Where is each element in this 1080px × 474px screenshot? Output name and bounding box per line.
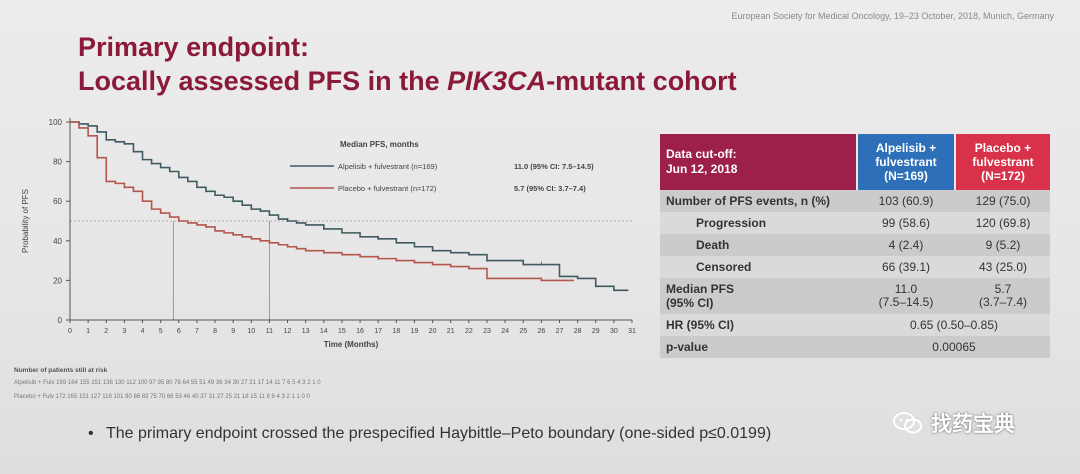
x-tick-label-20: 20 bbox=[429, 328, 437, 335]
x-tick-label-21: 21 bbox=[447, 328, 455, 335]
x-tick-label-25: 25 bbox=[519, 328, 527, 335]
y-axis-label: Probability of PFS bbox=[21, 189, 30, 253]
x-tick-label-14: 14 bbox=[320, 328, 328, 335]
legend-median-0: 11.0 (95% CI: 7.5–14.5) bbox=[514, 162, 594, 171]
watermark: 找药宝典 bbox=[893, 408, 1015, 438]
legend-median-1: 5.7 (95% CI: 3.7–7.4) bbox=[514, 184, 586, 193]
y-tick-label-60: 60 bbox=[53, 197, 62, 206]
y-tick-label-80: 80 bbox=[53, 158, 62, 167]
table-row-death: Death 4 (2.4) 9 (5.2) bbox=[660, 234, 1050, 256]
y-tick-label-20: 20 bbox=[53, 276, 62, 285]
x-tick-label-2: 2 bbox=[104, 328, 108, 335]
x-tick-label-3: 3 bbox=[122, 328, 126, 335]
x-tick-label-15: 15 bbox=[338, 328, 346, 335]
footnote-text: The primary endpoint crossed the prespec… bbox=[106, 425, 772, 442]
row-label: Median PFS (95% CI) bbox=[666, 282, 735, 310]
row-label: Number of PFS events, n (%) bbox=[666, 194, 831, 208]
title-gene-name: PIK3CA bbox=[447, 66, 547, 96]
title-line-2: Locally assessed PFS in the PIK3CA-mutan… bbox=[78, 64, 737, 98]
row-value-placebo: 129 (75.0) bbox=[975, 194, 1031, 208]
title-line-1: Primary endpoint: bbox=[78, 32, 310, 62]
y-tick-label-40: 40 bbox=[53, 237, 62, 246]
legend-entry-1: Placebo + fulvestrant (n=172) bbox=[338, 184, 437, 193]
table-header-label: Data cut-off: Jun 12, 2018 bbox=[660, 134, 856, 190]
row-value-pvalue: 0.00065 bbox=[932, 340, 976, 354]
table-row-hr: HR (95% CI) 0.65 (0.50–0.85) bbox=[660, 314, 1050, 336]
row-value-alpelisib: 66 (39.1) bbox=[881, 260, 931, 274]
wechat-icon bbox=[893, 412, 922, 434]
row-label: HR (95% CI) bbox=[666, 318, 735, 332]
x-tick-label-17: 17 bbox=[374, 328, 382, 335]
x-tick-label-27: 27 bbox=[556, 328, 564, 335]
risk-table-row-1: Placebo + Fulv 172 165 151 127 116 101 9… bbox=[14, 394, 311, 400]
row-value-placebo: 5.7 (3.7–7.4) bbox=[978, 282, 1028, 309]
table-header-placebo: Placebo + fulvestrant (N=172) bbox=[956, 134, 1050, 190]
row-label: Censored bbox=[696, 260, 752, 274]
x-tick-label-23: 23 bbox=[483, 328, 491, 335]
row-value-alpelisib: 4 (2.4) bbox=[888, 238, 924, 252]
title-line-2-pre: Locally assessed PFS in the bbox=[78, 66, 448, 96]
row-label: Death bbox=[696, 238, 730, 252]
risk-table-row-0: Alpelisib + Fulv 169 164 155 151 136 130… bbox=[14, 380, 321, 386]
x-tick-label-22: 22 bbox=[465, 328, 473, 335]
row-value-placebo: 120 (69.8) bbox=[975, 216, 1031, 230]
x-tick-label-11: 11 bbox=[266, 328, 273, 335]
row-value-hr: 0.65 (0.50–0.85) bbox=[909, 318, 999, 332]
row-label: p-value bbox=[666, 340, 709, 354]
x-tick-label-1: 1 bbox=[86, 328, 90, 335]
row-label: Progression bbox=[696, 216, 767, 230]
table-row-progression: Progression 99 (58.6) 120 (69.8) bbox=[660, 212, 1050, 234]
conference-caption: European Society for Medical Oncology, 1… bbox=[731, 11, 1054, 21]
row-value-alpelisib: 11.0 (7.5–14.5) bbox=[878, 282, 934, 309]
row-value-placebo: 43 (25.0) bbox=[978, 260, 1028, 274]
x-tick-label-10: 10 bbox=[247, 328, 255, 335]
footnote-bullet: • The primary endpoint crossed the prespe… bbox=[88, 425, 771, 443]
risk-table-title: Number of patients still at risk bbox=[14, 367, 108, 374]
x-tick-label-26: 26 bbox=[537, 328, 545, 335]
x-tick-label-19: 19 bbox=[411, 328, 419, 335]
x-tick-label-29: 29 bbox=[592, 328, 600, 335]
x-tick-label-5: 5 bbox=[159, 328, 163, 335]
table-header-row: Data cut-off: Jun 12, 2018 Alpelisib + ful… bbox=[660, 134, 1050, 190]
x-tick-label-0: 0 bbox=[68, 328, 72, 335]
row-value-alpelisib: 103 (60.9) bbox=[878, 194, 934, 208]
x-tick-label-28: 28 bbox=[574, 328, 582, 335]
pfs-table: Data cut-off: Jun 12, 2018 Alpelisib + ful… bbox=[660, 134, 1050, 358]
x-tick-label-9: 9 bbox=[231, 328, 235, 335]
x-tick-label-6: 6 bbox=[177, 328, 181, 335]
y-tick-label-0: 0 bbox=[58, 316, 63, 325]
x-axis-label: Time (Months) bbox=[324, 340, 379, 349]
table-row-censored: Censored 66 (39.1) 43 (25.0) bbox=[660, 256, 1050, 278]
x-tick-label-16: 16 bbox=[356, 328, 364, 335]
x-tick-label-31: 31 bbox=[628, 328, 636, 335]
table-row-pvalue: p-value 0.00065 bbox=[660, 336, 1050, 358]
x-tick-label-30: 30 bbox=[610, 328, 618, 335]
x-tick-label-12: 12 bbox=[284, 328, 292, 335]
slide-title: Primary endpoint: Locally assessed PFS i… bbox=[78, 30, 737, 98]
table-header-alpelisib: Alpelisib + fulvestrant (N=169) bbox=[858, 134, 954, 190]
x-tick-label-4: 4 bbox=[141, 328, 145, 335]
y-tick-label-100: 100 bbox=[49, 118, 63, 127]
x-tick-label-8: 8 bbox=[213, 328, 217, 335]
table-row-median: Median PFS (95% CI) 11.0 (7.5–14.5) 5.7 (3.… bbox=[660, 278, 1050, 314]
x-tick-label-13: 13 bbox=[302, 328, 310, 335]
km-curve-1 bbox=[70, 121, 574, 282]
row-value-alpelisib: 99 (58.6) bbox=[881, 216, 931, 230]
x-tick-label-7: 7 bbox=[195, 328, 199, 335]
x-tick-label-18: 18 bbox=[392, 328, 400, 335]
legend-entry-0: Alpelisib + fulvestrant (n=169) bbox=[338, 162, 438, 171]
table-row-events: Number of PFS events, n (%) 103 (60.9) 1… bbox=[660, 190, 1050, 212]
row-value-placebo: 9 (5.2) bbox=[985, 238, 1021, 252]
legend-title: Median PFS, months bbox=[340, 140, 419, 149]
x-tick-label-24: 24 bbox=[501, 328, 509, 335]
bullet-dot-icon: • bbox=[88, 425, 94, 442]
km-curve-0 bbox=[70, 121, 629, 292]
watermark-text: 找药宝典 bbox=[931, 413, 1015, 436]
title-line-2-post: -mutant cohort bbox=[546, 66, 737, 96]
